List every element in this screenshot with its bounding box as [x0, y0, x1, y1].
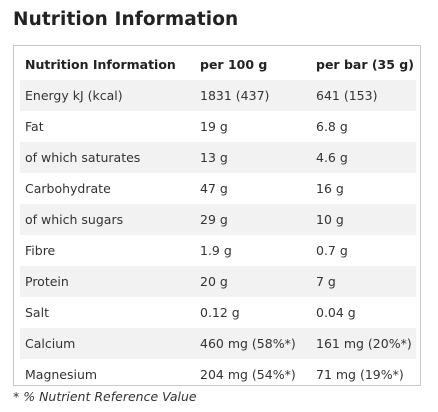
table-row: Protein 20 g 7 g — [20, 266, 416, 297]
table-row: Salt 0.12 g 0.04 g — [20, 297, 416, 328]
column-header-per-bar: per bar (35 g) — [316, 57, 414, 72]
per-bar-value: 0.7 g — [316, 243, 348, 258]
per-100g-value: 0.12 g — [200, 305, 240, 320]
nutrient-name: of which saturates — [20, 142, 195, 173]
per-100g-value: 460 mg (58%*) — [195, 328, 311, 359]
per-bar-value: 6.8 g — [316, 119, 348, 134]
nutrient-name: Magnesium — [25, 367, 98, 382]
nutrient-name: Energy kJ (kcal) — [20, 80, 195, 111]
table-row: Carbohydrate 47 g 16 g — [20, 173, 416, 204]
table-row: Calcium 460 mg (58%*) 161 mg (20%*) — [20, 328, 416, 359]
nutrient-name: Fibre — [25, 243, 56, 258]
per-100g-value: 19 g — [200, 119, 228, 134]
nutrient-name: Carbohydrate — [25, 181, 111, 196]
nutrition-table: Nutrition Information per 100 g per bar … — [20, 49, 416, 390]
per-bar-value: 71 mg (19%*) — [316, 367, 404, 382]
table-row: Fat 19 g 6.8 g — [20, 111, 416, 142]
per-bar-value: 16 g — [316, 181, 344, 196]
column-header-per-100g: per 100 g — [200, 57, 268, 72]
page-title: Nutrition Information — [13, 9, 239, 30]
nutrient-name: of which sugars — [20, 204, 195, 235]
per-bar-value: 10 g — [311, 204, 416, 235]
per-bar-value: 4.6 g — [311, 142, 416, 173]
table-row: of which saturates 13 g 4.6 g — [20, 142, 416, 173]
per-100g-value: 29 g — [195, 204, 311, 235]
per-bar-value: 0.04 g — [316, 305, 356, 320]
nutrient-name: Calcium — [20, 328, 195, 359]
table-row: of which sugars 29 g 10 g — [20, 204, 416, 235]
per-100g-value: 20 g — [195, 266, 311, 297]
per-100g-value: 1831 (437) — [195, 80, 311, 111]
table-row: Magnesium 204 mg (54%*) 71 mg (19%*) — [20, 359, 416, 390]
per-100g-value: 47 g — [200, 181, 228, 196]
per-bar-value: 641 (153) — [311, 80, 416, 111]
per-100g-value: 204 mg (54%*) — [200, 367, 296, 382]
table-row: Energy kJ (kcal) 1831 (437) 641 (153) — [20, 80, 416, 111]
per-100g-value: 1.9 g — [200, 243, 232, 258]
nutrition-table-container: Nutrition Information per 100 g per bar … — [13, 45, 421, 386]
footnote: * % Nutrient Reference Value — [13, 389, 197, 404]
per-bar-value: 161 mg (20%*) — [311, 328, 416, 359]
per-bar-value: 7 g — [311, 266, 416, 297]
nutrient-name: Fat — [25, 119, 44, 134]
nutrient-name: Protein — [20, 266, 195, 297]
per-100g-value: 13 g — [195, 142, 311, 173]
table-header-row: Nutrition Information per 100 g per bar … — [20, 49, 416, 80]
column-header-nutrient: Nutrition Information — [25, 57, 176, 72]
nutrient-name: Salt — [25, 305, 49, 320]
table-row: Fibre 1.9 g 0.7 g — [20, 235, 416, 266]
